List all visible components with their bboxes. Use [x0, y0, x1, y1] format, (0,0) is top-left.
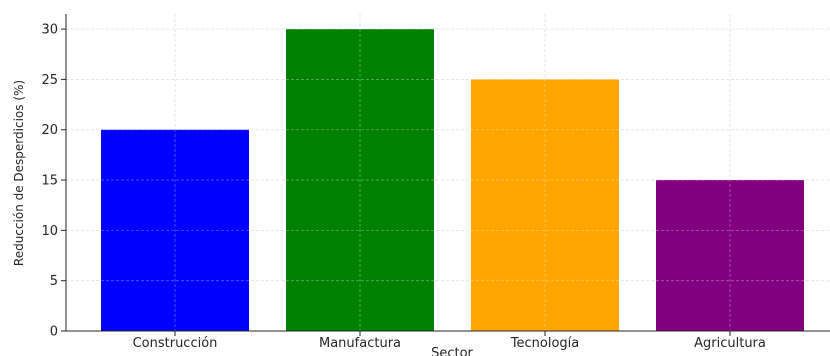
- y-axis-label: Reducción de Desperdicios (%): [12, 80, 26, 266]
- x-tick-label: Construcción: [133, 336, 218, 351]
- x-tick-label: Manufactura: [319, 336, 401, 351]
- x-ticks: Construcción Manufactura Tecnología Agricul…: [133, 331, 766, 351]
- y-tick-label: 20: [41, 123, 58, 138]
- y-tick-label: 25: [41, 73, 58, 88]
- bar: [471, 79, 619, 332]
- bar: [101, 129, 249, 331]
- bars: [66, 14, 830, 332]
- bar: [656, 180, 804, 331]
- y-ticks: 0 5 10 15 20 25 30: [41, 23, 66, 340]
- axes: [65, 14, 830, 332]
- y-tick-label: 15: [41, 174, 58, 189]
- y-tick-label: 5: [50, 274, 58, 289]
- x-tick-label: Agricultura: [694, 336, 766, 351]
- x-tick-label: Tecnología: [510, 336, 579, 351]
- bar: [286, 29, 434, 331]
- y-tick-label: 30: [41, 23, 58, 38]
- x-axis-label: Sector: [431, 346, 473, 356]
- y-tick-label: 0: [50, 325, 58, 340]
- y-tick-label: 10: [41, 224, 58, 239]
